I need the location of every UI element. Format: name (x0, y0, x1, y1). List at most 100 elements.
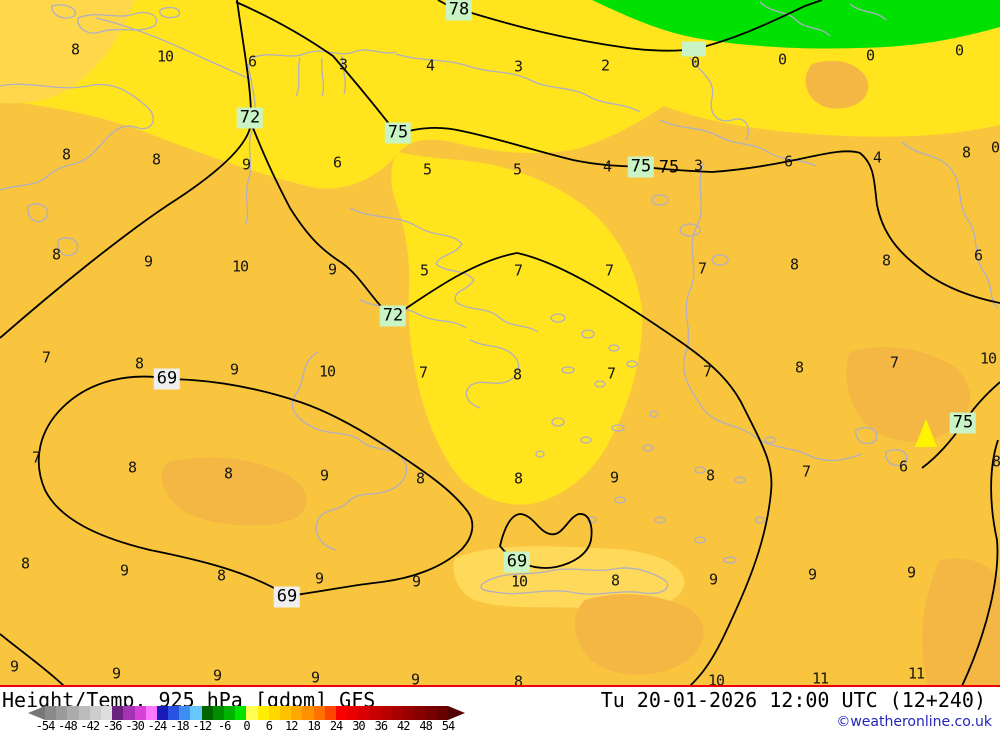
temp-value: 11 (907, 664, 925, 683)
scale-segment (391, 706, 403, 720)
scale-segment (56, 706, 68, 720)
scale-tick-label: 0 (243, 719, 250, 733)
scale-segment (425, 706, 437, 720)
temp-value: 10 (318, 362, 336, 381)
temp-value: 9 (212, 666, 222, 685)
contour-label: 72 (236, 107, 264, 129)
temp-value: 5 (419, 261, 429, 280)
scale-segment (179, 706, 191, 720)
scale-tick-label: -18 (169, 719, 190, 733)
scale-tick-label: -24 (147, 719, 168, 733)
temp-value: 0 (865, 46, 875, 65)
temp-value: 8 (512, 365, 522, 384)
scale-segment (134, 706, 146, 720)
contour-label: 75 (658, 157, 680, 178)
temp-value: 4 (602, 157, 612, 176)
scale-segment (45, 706, 57, 720)
temp-value: 9 (411, 572, 421, 591)
temp-value: 7 (697, 259, 707, 278)
scale-tick-label: -36 (102, 719, 123, 733)
scale-segment (358, 706, 370, 720)
scale-tick-label: 54 (441, 719, 455, 733)
temp-value: 0 (990, 138, 1000, 157)
temp-value: 0 (954, 41, 964, 60)
scale-segment (78, 706, 90, 720)
temp-value: 8 (61, 145, 71, 164)
temp-value: 7 (418, 363, 428, 382)
temp-value: 8 (216, 566, 226, 585)
temp-value: 10 (231, 257, 249, 276)
temp-value: 8 (134, 354, 144, 373)
contour-label: 69 (503, 551, 531, 573)
scale-segment (335, 706, 348, 720)
scale-segment (380, 706, 392, 720)
temp-value: 8 (991, 452, 1000, 471)
temp-value: 9 (9, 657, 19, 676)
scale-segment (313, 706, 325, 720)
contour-label: 75 (949, 412, 977, 434)
temp-value: 8 (20, 554, 30, 573)
scale-tick-label: 24 (329, 719, 343, 733)
temp-value: 8 (881, 251, 891, 270)
scale-segment (414, 706, 426, 720)
temp-value: 8 (789, 255, 799, 274)
map-border-line (0, 685, 1000, 687)
scale-tick-label: 42 (396, 719, 410, 733)
scale-segment (369, 706, 381, 720)
temp-value: 2 (600, 56, 610, 75)
temp-value: 8 (513, 469, 523, 488)
temp-value: 9 (807, 565, 817, 584)
scale-tick-label: 48 (419, 719, 432, 733)
temp-value: 11 (811, 669, 829, 686)
temp-value: 7 (31, 448, 41, 467)
scale-left-arrow-icon (28, 706, 45, 720)
temp-value: 10 (707, 671, 725, 686)
scale-tick-label: 12 (285, 719, 298, 733)
temp-value: 9 (327, 260, 337, 279)
contour-label: 69 (153, 368, 181, 390)
temp-value: 6 (332, 153, 342, 172)
temp-value: 7 (702, 362, 712, 381)
valid-datetime: Tu 20-01-2026 12:00 UTC (12+240) (600, 688, 986, 712)
temp-value: 9 (708, 570, 718, 589)
scale-segment (279, 706, 292, 720)
contour-label: 72 (379, 305, 407, 327)
scale-segment (190, 706, 202, 720)
scale-tick-label: -42 (80, 719, 100, 733)
color-scale (28, 706, 465, 720)
temp-value: 0 (690, 53, 700, 72)
scale-tick-label: 18 (307, 719, 320, 733)
temp-value: 9 (143, 252, 153, 271)
scale-segment (168, 706, 180, 720)
temp-value: 8 (961, 143, 971, 162)
scale-segment (112, 706, 124, 720)
scale-segment (89, 706, 101, 720)
scale-tick-label: -6 (217, 719, 231, 733)
temp-value: 7 (801, 462, 811, 481)
scale-segment (145, 706, 157, 720)
scale-segment (291, 706, 303, 720)
temp-value: 9 (310, 668, 320, 686)
scale-segment (257, 706, 269, 720)
temp-value: 8 (51, 245, 61, 264)
temp-value: 5 (422, 160, 432, 179)
temp-value: 8 (705, 466, 715, 485)
temp-value: 3 (338, 55, 348, 74)
scale-tick-label: -30 (125, 719, 145, 733)
temp-value: 6 (898, 457, 908, 476)
temp-value: 3 (693, 156, 703, 175)
temp-value: 9 (609, 468, 619, 487)
scale-segment (201, 706, 213, 720)
temp-value: 9 (241, 155, 251, 174)
temp-value: 8 (223, 464, 233, 483)
scale-segment (212, 706, 224, 720)
temp-value: 8 (513, 672, 523, 686)
scale-segment (268, 706, 280, 720)
scale-segment (347, 706, 359, 720)
scale-segments (45, 706, 448, 720)
temp-value: 9 (111, 664, 121, 683)
scale-tick-label: 6 (265, 719, 273, 733)
scale-tick-label: 30 (352, 719, 365, 733)
scale-tick-label: -48 (58, 719, 78, 733)
temp-value: 10 (510, 572, 528, 591)
